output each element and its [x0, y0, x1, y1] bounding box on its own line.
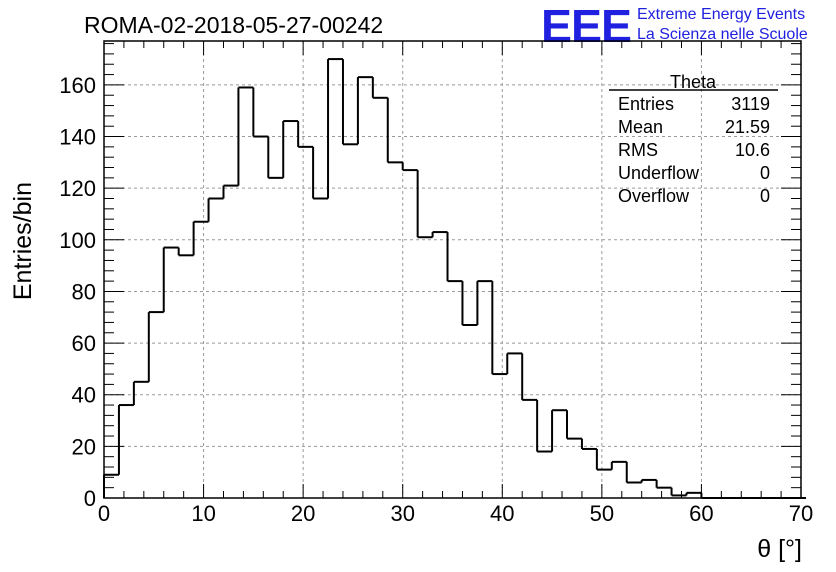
stats-row-label: Entries: [618, 94, 674, 114]
stats-row-value: 10.6: [735, 140, 770, 160]
y-tick-label: 60: [72, 331, 96, 356]
stats-box: Theta Entries 3119 Mean 21.59 RMS 10.6 Underfl…: [609, 72, 778, 206]
y-tick-label: 20: [72, 434, 96, 459]
chart-title: ROMA-02-2018-05-27-00242: [84, 12, 383, 38]
x-tick-labels: 0 10 20 30 40 50 60 70: [98, 501, 813, 526]
x-tick-label: 10: [191, 501, 215, 526]
y-tick-label: 0: [84, 486, 96, 511]
y-tick-label: 160: [59, 73, 96, 98]
stats-row-value: 21.59: [725, 117, 770, 137]
x-tick-label: 60: [689, 501, 713, 526]
plot-frame: [103, 40, 802, 499]
y-tick-label: 100: [59, 228, 96, 253]
grid-lines: [104, 41, 801, 498]
stats-row-label: Overflow: [618, 186, 690, 206]
stats-row-value: 3119: [731, 94, 770, 114]
x-axis-label: θ [°]: [757, 535, 802, 563]
logo-line-2: La Scienza nelle Scuole: [637, 26, 808, 43]
logo-line-1: Extreme Energy Events: [637, 6, 805, 23]
y-axis-label: Entries/bin: [9, 182, 37, 300]
y-tick-label: 120: [59, 176, 96, 201]
x-tick-label: 0: [98, 501, 110, 526]
y-tick-label: 40: [72, 383, 96, 408]
x-tick-label: 30: [390, 501, 414, 526]
y-tick-label: 80: [72, 279, 96, 304]
stats-row-value: 0: [760, 163, 770, 183]
x-tick-label: 70: [789, 501, 813, 526]
eee-logo: EEE Extreme Energy Events La Scienza nel…: [541, 0, 808, 52]
x-tick-label: 20: [291, 501, 315, 526]
stats-row-value: 0: [760, 186, 770, 206]
y-tick-label: 140: [59, 125, 96, 150]
axis-ticks: [103, 41, 802, 499]
stats-row-label: Underflow: [618, 163, 700, 183]
x-tick-label: 50: [590, 501, 614, 526]
stats-row-label: RMS: [618, 140, 658, 160]
y-tick-labels: 0 20 40 60 80 100 120 140 160: [59, 73, 96, 511]
histogram-bars: [103, 58, 806, 499]
stats-name: Theta: [670, 72, 717, 92]
logo-letters: EEE: [541, 0, 631, 52]
x-tick-label: 40: [490, 501, 514, 526]
stats-row-label: Mean: [618, 117, 663, 137]
